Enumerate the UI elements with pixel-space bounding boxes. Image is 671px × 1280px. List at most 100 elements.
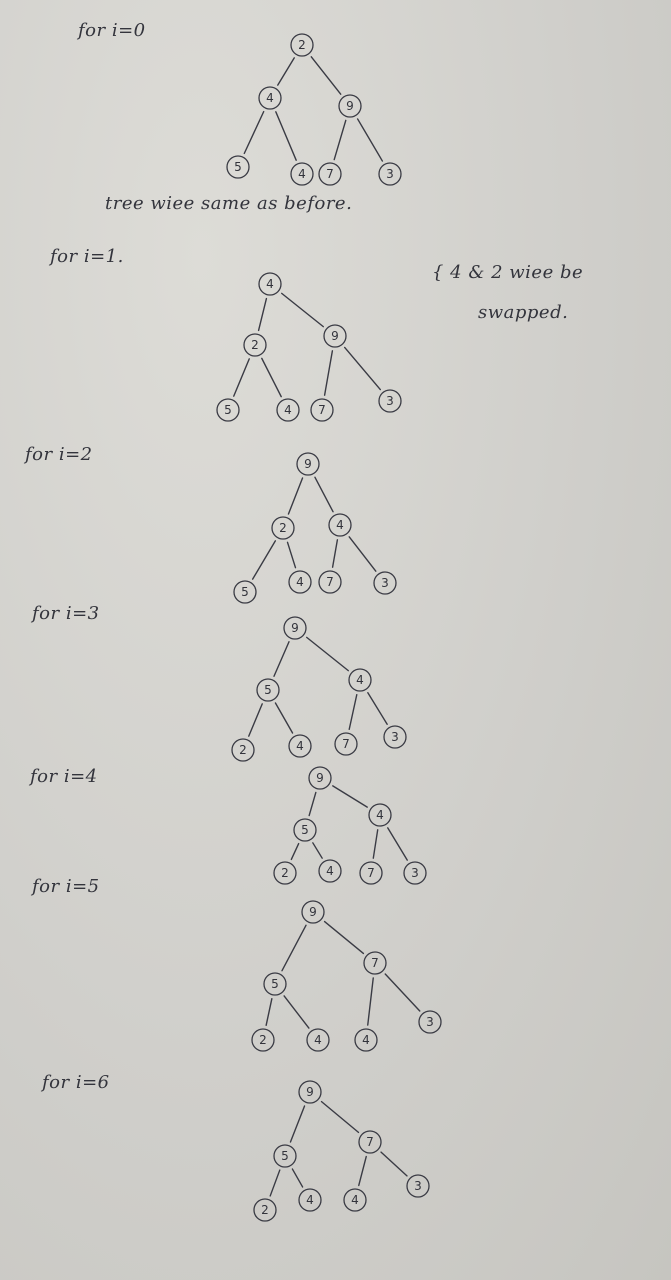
tree-node-value: 3 [386,167,394,181]
tree-node: 2 [271,516,295,540]
tree-node-value: 2 [261,1203,269,1217]
tree-node: 9 [338,94,362,118]
tree-node: 9 [283,616,307,640]
tree-node-value: 4 [351,1193,359,1207]
tree-edge [308,791,317,817]
tree-node: 4 [354,1028,378,1052]
comment-i1-a: { 4 & 2 wiee be [432,262,584,283]
heap-tree-3: 9 5 4 2 4 7 3 [231,616,407,762]
tree-node: 4 [290,162,314,186]
tree-edge [331,539,339,568]
tree-edge [275,111,297,161]
tree-edge [367,977,374,1026]
tree-edge [348,693,358,731]
tree-node-value: 2 [279,521,287,535]
tree-edge [243,110,265,155]
tree-node: 3 [378,389,402,413]
tree-node-value: 2 [298,38,306,52]
tree-node-value: 5 [234,160,242,174]
tree-node-value: 9 [316,771,324,785]
tree-node-value: 3 [386,394,394,408]
tree-node: 9 [301,900,325,924]
tree-node: 5 [226,155,250,179]
tree-node-value: 4 [266,277,274,291]
tree-node-value: 3 [381,576,389,590]
tree-node-value: 7 [366,1135,374,1149]
tree-node-value: 5 [271,977,279,991]
tree-node-value: 4 [376,808,384,822]
tree-node: 7 [363,951,387,975]
tree-node: 2 [273,861,297,885]
tree-edge [273,641,290,677]
tree-node-value: 9 [346,99,354,113]
tree-node: 2 [290,33,314,57]
tree-node: 7 [334,732,358,756]
tree-node-value: 4 [314,1033,322,1047]
label-i4: for i=4 [30,766,98,787]
tree-node: 7 [359,861,383,885]
tree-node-value: 4 [296,575,304,589]
tree-node-value: 5 [241,585,249,599]
tree-node-value: 5 [281,1149,289,1163]
tree-node-value: 9 [304,457,312,471]
tree-edge [269,1169,281,1197]
tree-node: 5 [273,1144,297,1168]
tree-node: 2 [243,333,267,357]
tree-node-value: 2 [251,338,259,352]
label-i0: for i=0 [78,20,146,41]
tree-edge [233,358,250,397]
tree-edge [310,56,342,95]
comment-i1-b: swapped. [478,302,569,323]
tree-node-value: 2 [239,743,247,757]
tree-edge [261,357,282,398]
tree-edge [333,119,347,161]
tree-node-value: 4 [298,167,306,181]
tree-edge [372,829,379,859]
heap-tree-0: 2 4 9 5 4 7 3 [226,33,402,186]
tree-node-value: 3 [426,1015,434,1029]
tree-node: 9 [308,766,332,790]
tree-edge [274,702,294,734]
tree-node-value: 3 [391,730,399,744]
tree-node-value: 5 [224,403,232,417]
tree-node: 3 [373,571,397,595]
tree-node-value: 7 [367,866,375,880]
tree-node-value: 9 [306,1085,314,1099]
tree-node-value: 4 [362,1033,370,1047]
tree-node-value: 7 [326,167,334,181]
tree-node: 5 [263,972,287,996]
tree-node-value: 7 [326,575,334,589]
heap-tree-1: 4 2 9 5 4 7 3 [216,272,402,422]
tree-node: 3 [403,861,427,885]
tree-edge [367,692,388,725]
tree-edge [291,1168,304,1188]
tree-edge [306,636,349,672]
tree-edge [251,540,277,580]
tree-node: 3 [383,725,407,749]
tree-node-value: 9 [291,621,299,635]
tree-node: 3 [418,1010,442,1034]
heap-tree-5: 9 5 7 2 4 4 3 [251,900,442,1052]
tree-node: 4 [318,859,342,883]
tree-node-value: 4 [336,518,344,532]
tree-node: 9 [298,1080,322,1104]
tree-edge [343,346,382,391]
tree-node: 4 [343,1188,367,1212]
label-i5: for i=5 [32,876,100,897]
tree-node: 3 [406,1174,430,1198]
tree-edge [356,118,384,162]
tree-edge [248,703,263,737]
label-i2: for i=2 [25,444,93,465]
label-i1: for i=1. [50,246,124,267]
tree-node: 4 [258,86,282,110]
tree-edge [323,350,334,396]
tree-node-value: 5 [301,823,309,837]
tree-edge [283,995,310,1029]
tree-node: 5 [233,580,257,604]
tree-node-value: 2 [281,866,289,880]
tree-node-value: 4 [284,403,292,417]
tree-edge [323,920,365,955]
tree-edge [289,1105,306,1143]
